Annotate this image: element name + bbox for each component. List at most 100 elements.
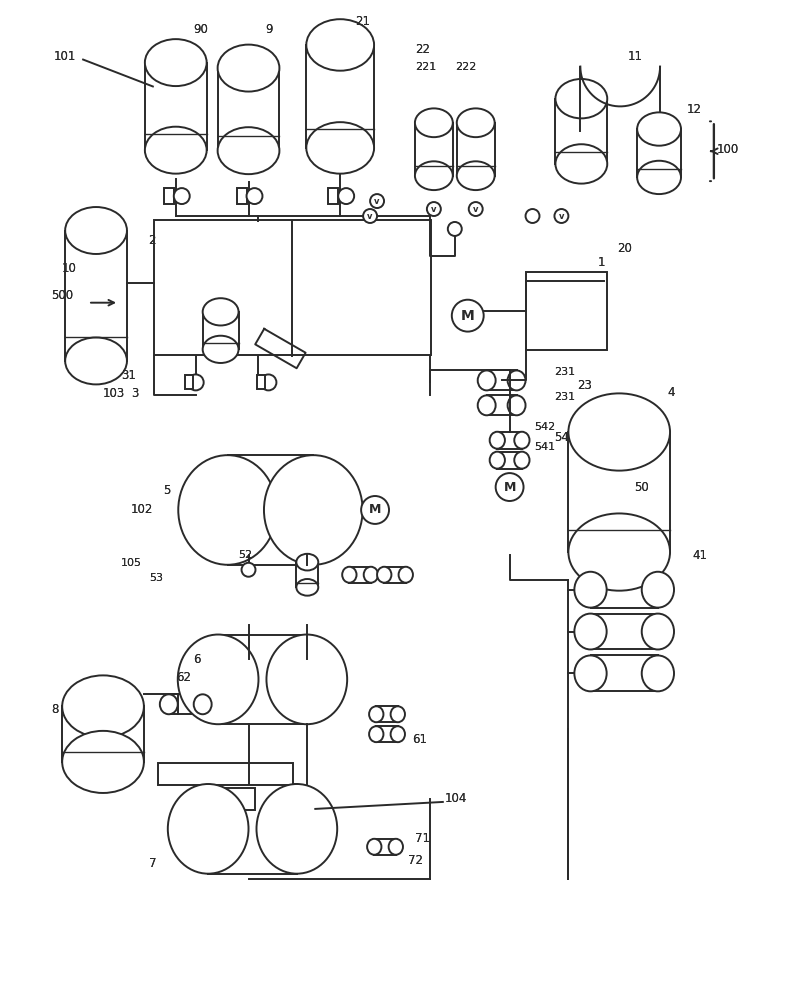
Text: 54: 54 (554, 431, 570, 444)
Text: 20: 20 (617, 242, 632, 255)
Ellipse shape (490, 452, 505, 469)
Text: 54: 54 (554, 431, 570, 444)
Text: 2: 2 (148, 234, 155, 247)
Ellipse shape (65, 207, 127, 254)
Ellipse shape (456, 108, 494, 137)
Ellipse shape (297, 554, 318, 570)
Bar (377, 706, 398, 722)
Bar (456, 123, 494, 176)
Bar (168, 694, 202, 714)
Text: 541: 541 (535, 442, 555, 452)
Text: 104: 104 (445, 792, 467, 805)
Bar (569, 432, 670, 552)
Circle shape (525, 209, 539, 223)
Text: 4: 4 (667, 386, 675, 399)
Ellipse shape (456, 161, 494, 190)
Ellipse shape (256, 784, 337, 874)
Circle shape (370, 194, 384, 208)
Bar (384, 567, 406, 583)
Bar (65, 231, 127, 361)
Text: 41: 41 (692, 549, 707, 562)
Ellipse shape (194, 694, 212, 714)
Bar (218, 635, 307, 724)
Text: 5: 5 (163, 484, 170, 497)
Bar (154, 220, 431, 355)
Bar (328, 188, 339, 204)
Text: 53: 53 (149, 573, 163, 583)
Text: 500: 500 (51, 289, 74, 302)
Ellipse shape (642, 614, 674, 649)
Bar (486, 395, 517, 415)
Ellipse shape (555, 144, 607, 184)
Ellipse shape (178, 455, 277, 565)
Bar (228, 455, 313, 565)
Text: 31: 31 (121, 369, 136, 382)
Bar (498, 452, 522, 469)
Text: 8: 8 (51, 703, 59, 716)
Ellipse shape (62, 731, 144, 793)
Text: 62: 62 (176, 671, 191, 684)
Text: 61: 61 (412, 733, 427, 746)
Text: 52: 52 (239, 550, 252, 560)
Ellipse shape (62, 675, 144, 737)
Ellipse shape (364, 567, 378, 583)
Text: 222: 222 (455, 62, 476, 72)
Text: 6: 6 (193, 653, 200, 666)
Bar (498, 432, 522, 449)
Text: 31: 31 (121, 369, 136, 382)
Text: 7: 7 (149, 857, 157, 870)
Ellipse shape (369, 726, 384, 742)
Bar (218, 68, 279, 151)
Circle shape (554, 209, 569, 223)
Ellipse shape (569, 513, 670, 591)
Text: 231: 231 (554, 392, 576, 402)
Ellipse shape (388, 839, 403, 855)
Text: 102: 102 (131, 503, 153, 516)
Ellipse shape (637, 161, 681, 194)
Bar (164, 188, 174, 204)
Text: 52: 52 (239, 550, 252, 560)
Ellipse shape (569, 393, 670, 471)
Text: 10: 10 (61, 262, 76, 275)
Text: 101: 101 (53, 50, 76, 63)
Text: 221: 221 (415, 62, 436, 72)
Circle shape (247, 188, 263, 204)
Ellipse shape (399, 567, 413, 583)
Ellipse shape (264, 455, 362, 565)
Text: 7: 7 (149, 857, 157, 870)
Ellipse shape (391, 706, 405, 722)
Circle shape (427, 202, 441, 216)
Text: 90: 90 (194, 23, 209, 36)
Circle shape (363, 209, 377, 223)
Text: 103: 103 (103, 387, 125, 400)
Bar (258, 375, 266, 389)
Bar (306, 45, 374, 148)
Text: 6: 6 (193, 653, 200, 666)
Text: 12: 12 (687, 103, 702, 116)
Circle shape (174, 188, 190, 204)
Text: 11: 11 (627, 50, 642, 63)
Text: 20: 20 (617, 242, 632, 255)
Circle shape (469, 202, 483, 216)
Bar (525, 272, 607, 350)
Bar (374, 839, 396, 855)
Bar (555, 99, 607, 164)
Ellipse shape (508, 395, 525, 415)
Text: 72: 72 (408, 854, 423, 867)
Bar (202, 312, 239, 349)
Circle shape (187, 374, 203, 390)
Text: 50: 50 (634, 481, 649, 494)
Circle shape (361, 496, 389, 524)
Text: 9: 9 (266, 23, 273, 36)
Ellipse shape (160, 694, 178, 714)
Text: 102: 102 (131, 503, 153, 516)
Ellipse shape (145, 127, 206, 174)
Text: 500: 500 (51, 289, 74, 302)
Ellipse shape (574, 614, 607, 649)
Ellipse shape (377, 567, 392, 583)
Text: 22: 22 (415, 43, 430, 56)
Text: v: v (374, 197, 380, 206)
Text: 231: 231 (554, 367, 576, 377)
Circle shape (260, 374, 276, 390)
Text: 100: 100 (717, 143, 739, 156)
